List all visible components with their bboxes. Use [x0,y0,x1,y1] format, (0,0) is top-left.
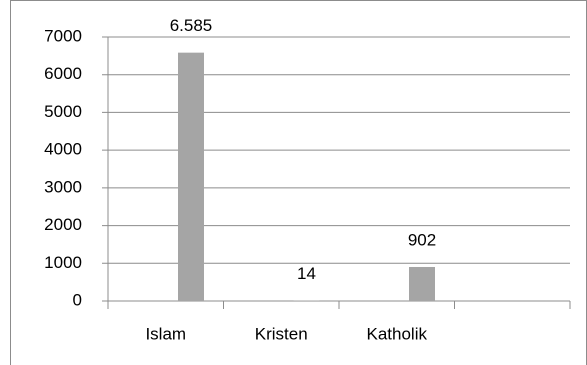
y-tick-label: 3000 [44,177,82,196]
bar [178,52,204,301]
y-tick-label: 6000 [44,64,82,83]
y-tick-label: 2000 [44,215,82,234]
bar [409,266,435,301]
x-tick-label: Islam [145,324,186,343]
y-tick-label: 1000 [44,253,82,272]
x-tick-label: Katholik [367,324,428,343]
y-tick-label: 7000 [44,26,82,45]
chart-frame [10,0,587,365]
y-tick-label: 4000 [44,140,82,159]
y-tick-label: 0 [73,290,82,309]
value-label: 14 [297,264,316,283]
value-label: 6.585 [170,16,213,35]
value-label: 902 [408,230,436,249]
y-tick-label: 5000 [44,102,82,121]
x-tick-label: Kristen [255,324,308,343]
bar [293,300,320,301]
